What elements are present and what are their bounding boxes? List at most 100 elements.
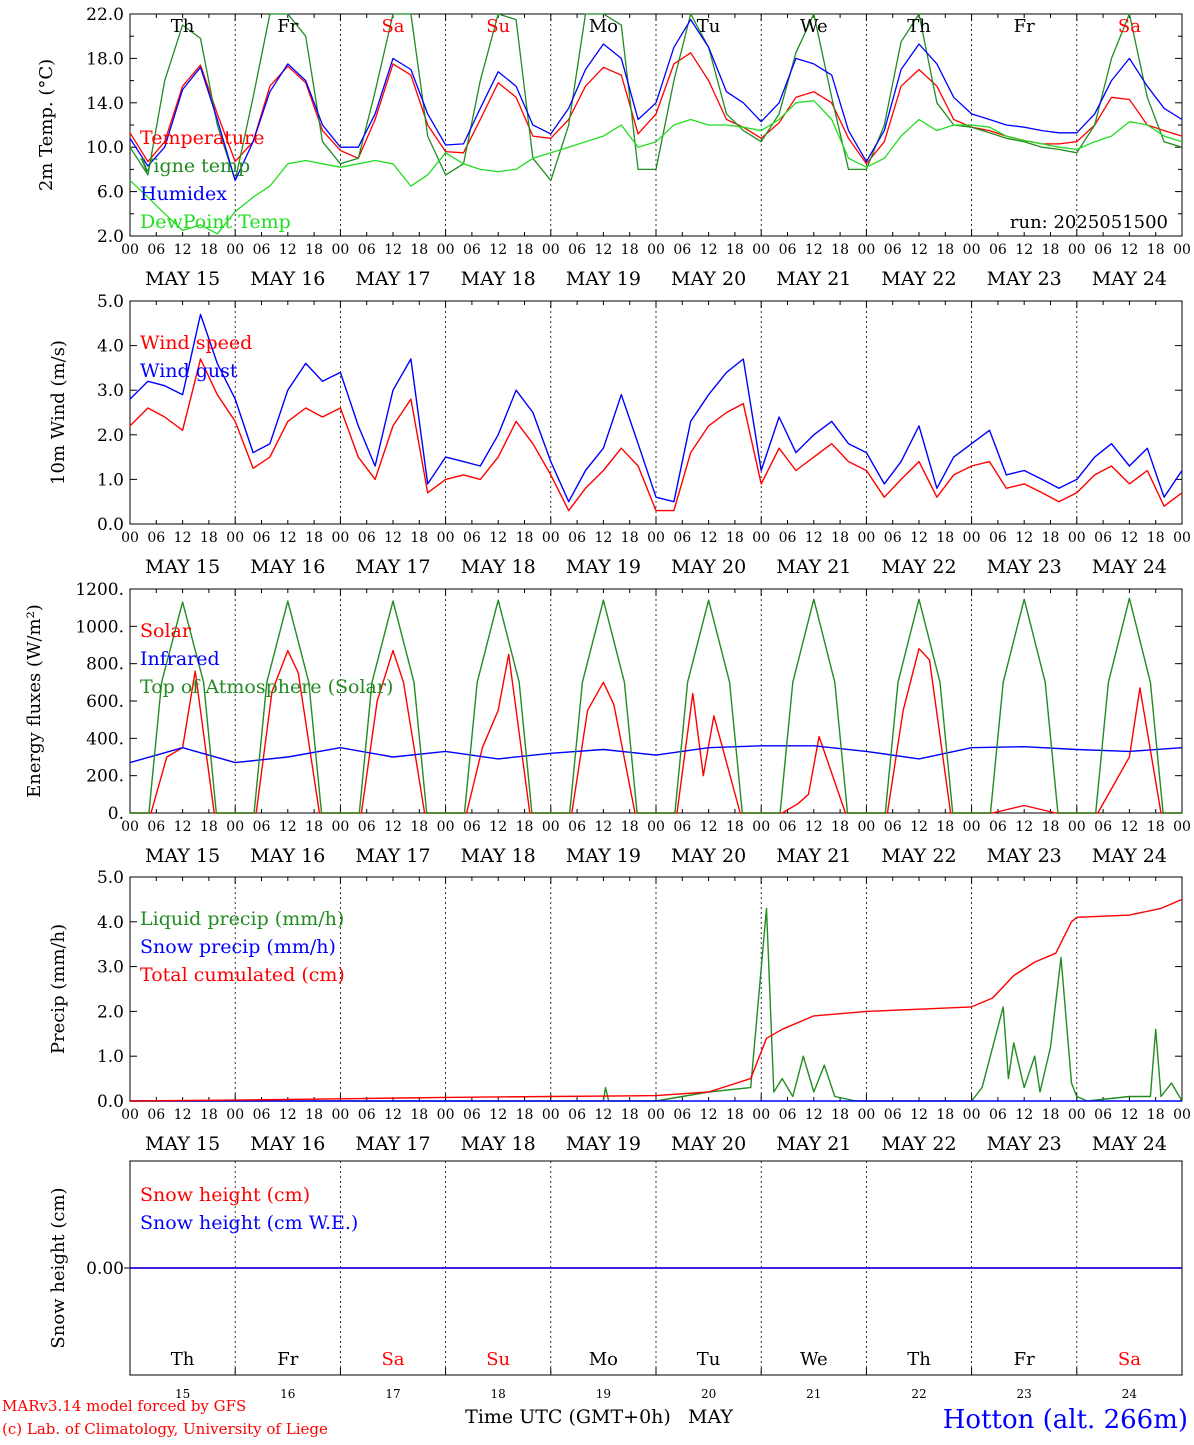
panel-3-date-label: MAY 24 (1092, 845, 1167, 867)
panel-2-hour-label: 18 (936, 530, 954, 546)
panel-4-ytick-label: 3.0 (97, 958, 124, 978)
panel-2-hour-label: 00 (437, 530, 455, 546)
panel-2-date-label: MAY 18 (461, 556, 536, 578)
panel-1-series-humidex (129, 18, 1183, 182)
panel-1-hour-label: 12 (1015, 242, 1033, 258)
panel-3-ytick-label: 200. (86, 767, 124, 787)
panel-3-hour-label: 06 (779, 819, 797, 835)
panel-1-hour-label: 18 (1147, 242, 1165, 258)
panel-1-hour-label: 12 (594, 242, 612, 258)
panel-1-hour-label: 06 (147, 242, 165, 258)
panel-5-day-number: 22 (911, 1387, 926, 1401)
panel-1-hour-label: 18 (621, 242, 639, 258)
panel-2-legend-entry: Wind speed (140, 332, 252, 354)
panel-3-hour-label: 00 (331, 819, 349, 835)
panel-3-hour-label: 18 (305, 819, 323, 835)
panel-2-hour-label: 06 (568, 530, 586, 546)
panel-1-date-label: MAY 23 (987, 268, 1062, 290)
panel-1-hour-label: 00 (963, 242, 981, 258)
panel-1-hour-label: 06 (568, 242, 586, 258)
panel-3-hour-label: 12 (279, 819, 297, 835)
panel-1-legend-entry: Temperature (140, 127, 264, 149)
panel-2-hour-label: 06 (358, 530, 376, 546)
panel-1-date-label: MAY 19 (566, 268, 641, 290)
panel-4-hour-label: 06 (253, 1107, 271, 1123)
panel-1-hour-label: 06 (1094, 242, 1112, 258)
panel-1-date-label: MAY 20 (671, 268, 746, 290)
panel-3-hour-label: 06 (358, 819, 376, 835)
panel-5-ytick-label: 0.00 (86, 1259, 124, 1279)
panel-2-legend-entry: Wind gust (140, 360, 238, 382)
panel-2-hour-label: 00 (331, 530, 349, 546)
panel-3-hour-label: 12 (489, 819, 507, 835)
panel-4-date-label: MAY 18 (461, 1133, 536, 1155)
panel-5-day-name: We (800, 1349, 828, 1370)
panel-4-date-label: MAY 23 (987, 1133, 1062, 1155)
panel-1-ytick-label: 18.0 (86, 49, 124, 69)
panel-3-date-label: MAY 23 (987, 845, 1062, 867)
panel-5-day-name: Fr (277, 1349, 298, 1370)
panel-4-hour-label: 12 (805, 1107, 823, 1123)
panel-4-hour-label: 00 (331, 1107, 349, 1123)
panel-1-day-name: Su (486, 16, 510, 37)
panel-3-hour-label: 06 (989, 819, 1007, 835)
panel-5-legend-entry: Snow height (cm W.E.) (140, 1212, 358, 1234)
panel-2-ytick-label: 2.0 (97, 426, 124, 446)
panel-2-hour-label: 06 (989, 530, 1007, 546)
panel-1-day-name: Mo (589, 16, 618, 37)
panel-5-day-number: 24 (1122, 1387, 1138, 1401)
panel-3-hour-label: 18 (1042, 819, 1060, 835)
panel-1-hour-label: 18 (726, 242, 744, 258)
panel-5-day-number: 21 (806, 1387, 821, 1401)
panel-4-hour-label: 06 (147, 1107, 165, 1123)
panel-1-series-vigne-temp (129, 13, 1183, 182)
panel-4-date-label: MAY 22 (881, 1133, 956, 1155)
run-label: run: 2025051500 (1010, 212, 1168, 233)
panel-3-hour-label: 12 (700, 819, 718, 835)
panel-1-hour-label: 18 (305, 242, 323, 258)
panel-3-date-label: MAY 22 (881, 845, 956, 867)
panel-2-hour-label: 06 (884, 530, 902, 546)
panel-3-ylabel: Energy fluxes (W/m²) (24, 604, 45, 798)
panel-1-date-label: MAY 21 (776, 268, 851, 290)
panel-5-legend-entry: Snow height (cm) (140, 1184, 310, 1206)
panel-1-ytick-label: 22.0 (86, 5, 124, 25)
panel-2-date-label: MAY 21 (776, 556, 851, 578)
panel-4-hour-label: 00 (1173, 1107, 1191, 1123)
panel-3-hour-label: 06 (147, 819, 165, 835)
panel-2-date-label: MAY 20 (671, 556, 746, 578)
panel-2-date-label: MAY 23 (987, 556, 1062, 578)
panel-1-hour-label: 18 (516, 242, 534, 258)
panel-5-day-number: 17 (385, 1387, 400, 1401)
panel-4-date-label: MAY 17 (355, 1133, 430, 1155)
panel-4-hour-label: 18 (410, 1107, 428, 1123)
panel-1-day-name: Tu (697, 16, 721, 37)
panel-2-ylabel: 10m Wind (m/s) (48, 340, 69, 485)
panel-4-ytick-label: 4.0 (97, 913, 124, 933)
panel-1-date-label: MAY 16 (250, 268, 325, 290)
panel-2-date-label: MAY 16 (250, 556, 325, 578)
panel-4-hour-label: 12 (279, 1107, 297, 1123)
panel-5-day-number: 20 (701, 1387, 716, 1401)
panel-2-ytick-label: 0.0 (97, 515, 124, 535)
panel-2-date-label: MAY 19 (566, 556, 641, 578)
panel-4-hour-label: 06 (779, 1107, 797, 1123)
panel-4-hour-label: 06 (568, 1107, 586, 1123)
panel-1-series-dewpoint-temp (129, 99, 1183, 235)
panel-1-ytick-label: 6.0 (97, 183, 124, 203)
panel-2-hour-label: 00 (1068, 530, 1086, 546)
panel-3-hour-label: 18 (936, 819, 954, 835)
panel-1-hour-label: 06 (989, 242, 1007, 258)
panel-2-hour-label: 06 (779, 530, 797, 546)
panel-3-hour-label: 12 (1120, 819, 1138, 835)
panel-2-hour-label: 06 (1094, 530, 1112, 546)
panel-1-legend-entry: DewPoint Temp (140, 211, 291, 233)
panel-3-hour-label: 18 (1147, 819, 1165, 835)
panel-2-hour-label: 12 (1015, 530, 1033, 546)
panel-3-hour-label: 00 (542, 819, 560, 835)
panel-4-hour-label: 18 (621, 1107, 639, 1123)
panel-1-hour-label: 00 (331, 242, 349, 258)
panel-3-hour-label: 00 (963, 819, 981, 835)
panel-3-hour-label: 00 (437, 819, 455, 835)
